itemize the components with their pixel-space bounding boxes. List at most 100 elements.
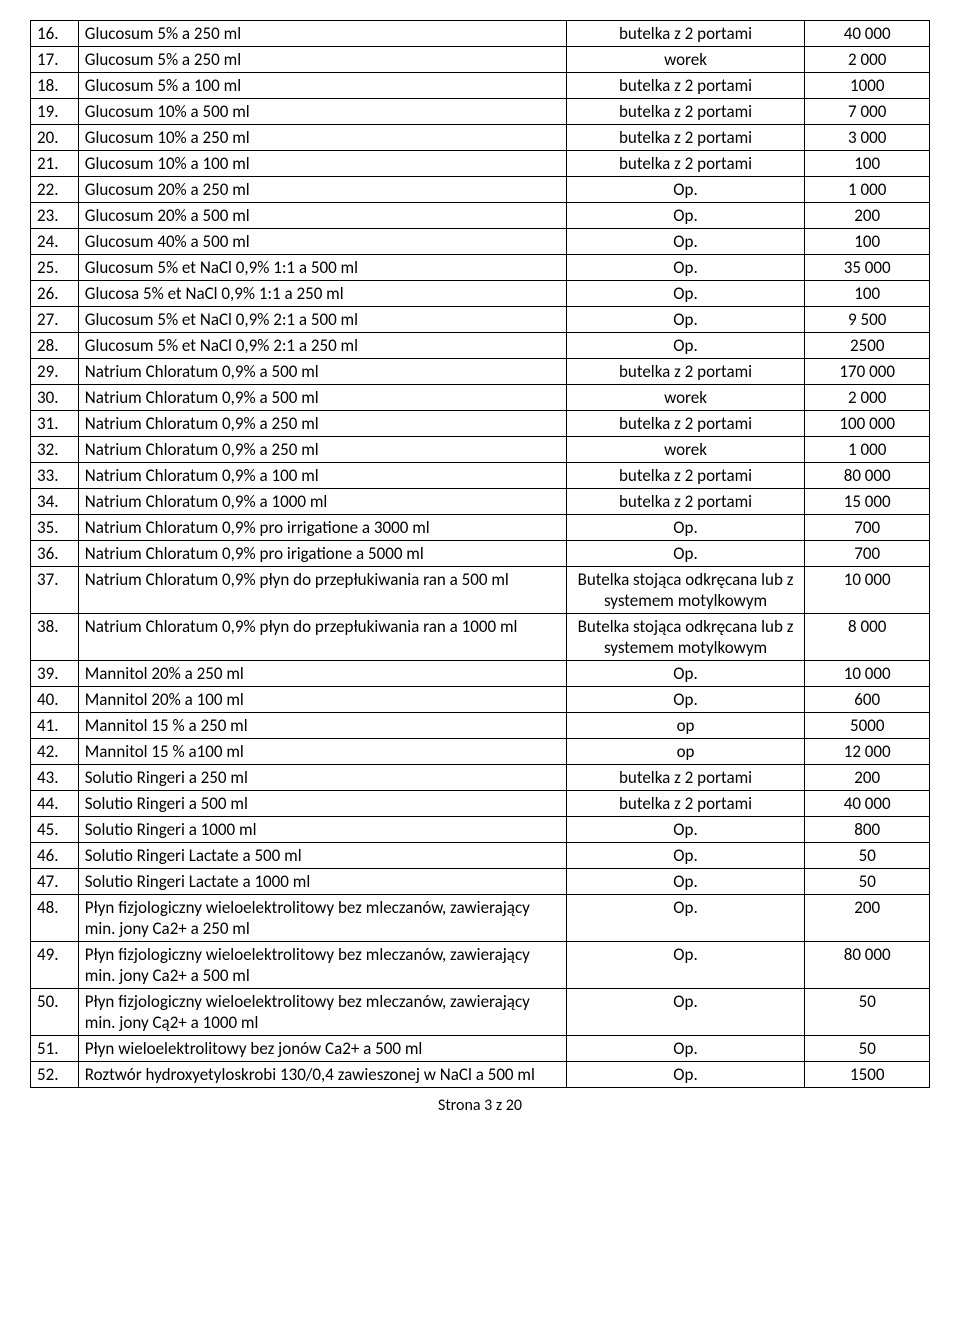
item-packaging: butelka z 2 portami	[566, 21, 805, 47]
item-name: Solutio Ringeri a 500 ml	[78, 791, 566, 817]
item-name: Solutio Ringeri Lactate a 1000 ml	[78, 869, 566, 895]
item-packaging: Op.	[566, 661, 805, 687]
row-number: 33.	[31, 463, 79, 489]
row-number: 30.	[31, 385, 79, 411]
table-row: 30.Natrium Chloratum 0,9% a 500 mlworek2…	[31, 385, 930, 411]
item-quantity: 600	[805, 687, 930, 713]
table-row: 17.Glucosum 5% a 250 mlworek2 000	[31, 47, 930, 73]
item-name: Glucosum 5% a 250 ml	[78, 21, 566, 47]
item-packaging: worek	[566, 437, 805, 463]
item-quantity: 100	[805, 281, 930, 307]
row-number: 18.	[31, 73, 79, 99]
item-quantity: 1000	[805, 73, 930, 99]
item-quantity: 100	[805, 229, 930, 255]
row-number: 36.	[31, 541, 79, 567]
table-row: 18.Glucosum 5% a 100 mlbutelka z 2 porta…	[31, 73, 930, 99]
item-packaging: Op.	[566, 687, 805, 713]
item-quantity: 50	[805, 843, 930, 869]
table-row: 25.Glucosum 5% et NaCl 0,9% 1:1 a 500 ml…	[31, 255, 930, 281]
item-quantity: 2 000	[805, 47, 930, 73]
item-name: Solutio Ringeri a 1000 ml	[78, 817, 566, 843]
item-packaging: butelka z 2 portami	[566, 411, 805, 437]
item-name: Natrium Chloratum 0,9% pro irrigatione a…	[78, 515, 566, 541]
item-name: Glucosum 40% a 500 ml	[78, 229, 566, 255]
table-row: 32.Natrium Chloratum 0,9% a 250 mlworek1…	[31, 437, 930, 463]
table-row: 19.Glucosum 10% a 500 mlbutelka z 2 port…	[31, 99, 930, 125]
table-row: 49.Płyn fizjologiczny wieloelektrolitowy…	[31, 942, 930, 989]
item-packaging: worek	[566, 385, 805, 411]
item-packaging: Op.	[566, 843, 805, 869]
table-row: 16.Glucosum 5% a 250 mlbutelka z 2 porta…	[31, 21, 930, 47]
item-name: Glucosum 5% et NaCl 0,9% 1:1 a 500 ml	[78, 255, 566, 281]
item-name: Glucosum 10% a 100 ml	[78, 151, 566, 177]
item-name: Mannitol 20% a 250 ml	[78, 661, 566, 687]
item-name: Glucosum 20% a 500 ml	[78, 203, 566, 229]
row-number: 46.	[31, 843, 79, 869]
item-name: Natrium Chloratum 0,9% a 500 ml	[78, 359, 566, 385]
row-number: 41.	[31, 713, 79, 739]
table-row: 43.Solutio Ringeri a 250 mlbutelka z 2 p…	[31, 765, 930, 791]
item-quantity: 50	[805, 1036, 930, 1062]
row-number: 40.	[31, 687, 79, 713]
item-packaging: Op.	[566, 203, 805, 229]
item-packaging: butelka z 2 portami	[566, 99, 805, 125]
table-row: 40.Mannitol 20% a 100 mlOp.600	[31, 687, 930, 713]
item-name: Solutio Ringeri Lactate a 500 ml	[78, 843, 566, 869]
item-quantity: 80 000	[805, 942, 930, 989]
table-row: 39.Mannitol 20% a 250 mlOp.10 000	[31, 661, 930, 687]
page-footer: Strona 3 z 20	[30, 1096, 930, 1115]
item-quantity: 200	[805, 895, 930, 942]
row-number: 19.	[31, 99, 79, 125]
item-quantity: 40 000	[805, 21, 930, 47]
item-packaging: butelka z 2 portami	[566, 765, 805, 791]
table-row: 20.Glucosum 10% a 250 mlbutelka z 2 port…	[31, 125, 930, 151]
item-packaging: Op.	[566, 942, 805, 989]
item-packaging: butelka z 2 portami	[566, 73, 805, 99]
item-packaging: Op.	[566, 869, 805, 895]
item-quantity: 9 500	[805, 307, 930, 333]
table-row: 21.Glucosum 10% a 100 mlbutelka z 2 port…	[31, 151, 930, 177]
table-row: 31.Natrium Chloratum 0,9% a 250 mlbutelk…	[31, 411, 930, 437]
row-number: 43.	[31, 765, 79, 791]
item-packaging: Op.	[566, 895, 805, 942]
row-number: 47.	[31, 869, 79, 895]
row-number: 49.	[31, 942, 79, 989]
table-row: 34.Natrium Chloratum 0,9% a 1000 mlbutel…	[31, 489, 930, 515]
table-row: 28.Glucosum 5% et NaCl 0,9% 2:1 a 250 ml…	[31, 333, 930, 359]
item-quantity: 80 000	[805, 463, 930, 489]
row-number: 32.	[31, 437, 79, 463]
table-row: 50.Płyn fizjologiczny wieloelektrolitowy…	[31, 989, 930, 1036]
item-packaging: Op.	[566, 177, 805, 203]
item-name: Natrium Chloratum 0,9% a 1000 ml	[78, 489, 566, 515]
row-number: 25.	[31, 255, 79, 281]
row-number: 26.	[31, 281, 79, 307]
table-row: 37.Natrium Chloratum 0,9% płyn do przepł…	[31, 567, 930, 614]
table-row: 51.Płyn wieloelektrolitowy bez jonów Ca2…	[31, 1036, 930, 1062]
item-name: Natrium Chloratum 0,9% a 250 ml	[78, 411, 566, 437]
row-number: 31.	[31, 411, 79, 437]
item-packaging: op	[566, 713, 805, 739]
row-number: 21.	[31, 151, 79, 177]
table-row: 41.Mannitol 15 % a 250 mlop5000	[31, 713, 930, 739]
row-number: 51.	[31, 1036, 79, 1062]
table-row: 45.Solutio Ringeri a 1000 mlOp.800	[31, 817, 930, 843]
table-row: 24.Glucosum 40% a 500 mlOp.100	[31, 229, 930, 255]
row-number: 39.	[31, 661, 79, 687]
item-name: Glucosum 20% a 250 ml	[78, 177, 566, 203]
row-number: 35.	[31, 515, 79, 541]
item-packaging: Op.	[566, 333, 805, 359]
row-number: 48.	[31, 895, 79, 942]
item-quantity: 800	[805, 817, 930, 843]
item-quantity: 50	[805, 989, 930, 1036]
item-packaging: Op.	[566, 515, 805, 541]
table-row: 33.Natrium Chloratum 0,9% a 100 mlbutelk…	[31, 463, 930, 489]
table-row: 48.Płyn fizjologiczny wieloelektrolitowy…	[31, 895, 930, 942]
item-packaging: butelka z 2 portami	[566, 489, 805, 515]
table-row: 26.Glucosa 5% et NaCl 0,9% 1:1 a 250 mlO…	[31, 281, 930, 307]
item-packaging: butelka z 2 portami	[566, 151, 805, 177]
row-number: 16.	[31, 21, 79, 47]
item-quantity: 10 000	[805, 661, 930, 687]
item-quantity: 100 000	[805, 411, 930, 437]
row-number: 34.	[31, 489, 79, 515]
item-name: Płyn fizjologiczny wieloelektrolitowy be…	[78, 942, 566, 989]
